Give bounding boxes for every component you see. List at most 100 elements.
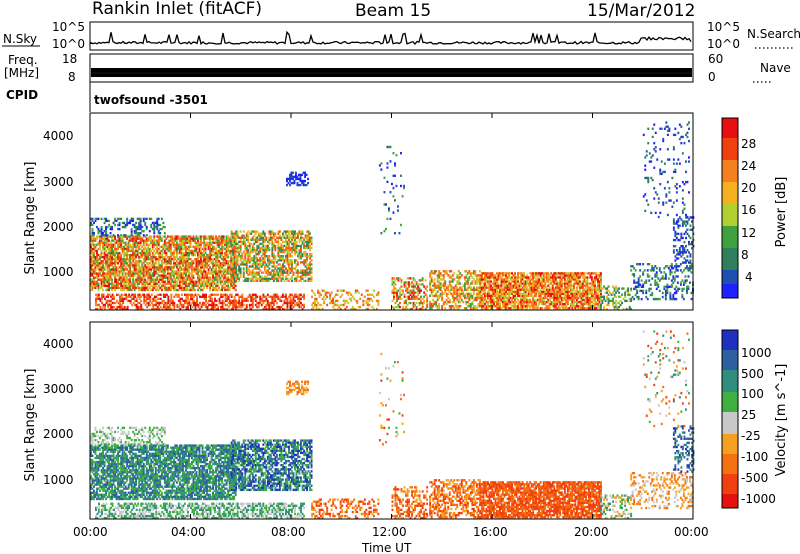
range-gate-cell: [114, 258, 117, 261]
range-gate-cell: [111, 245, 114, 249]
range-gate-cell: [153, 221, 156, 225]
range-gate-cell: [111, 260, 114, 263]
range-gate-cell: [209, 293, 212, 296]
range-gate-cell: [189, 288, 192, 292]
range-gate-cell: [185, 270, 187, 273]
range-gate-cell: [532, 280, 535, 283]
range-gate-cell: [301, 273, 304, 276]
range-gate-cell: [157, 274, 160, 277]
range-gate-cell: [307, 265, 310, 268]
range-gate-cell: [191, 276, 193, 279]
range-gate-cell: [547, 276, 550, 279]
range-gate-cell: [169, 258, 172, 261]
range-gate-cell: [202, 301, 205, 305]
range-gate-cell: [97, 253, 100, 257]
range-gate-cell: [156, 217, 159, 221]
range-gate-cell: [254, 236, 257, 239]
range-gate-cell: [256, 267, 259, 270]
range-gate-cell: [523, 302, 526, 306]
range-gate-cell: [183, 239, 186, 242]
range-gate-cell: [154, 247, 157, 251]
range-gate-cell: [159, 258, 162, 261]
range-gate-cell: [282, 307, 284, 311]
range-gate-cell: [254, 255, 257, 258]
range-gate-cell: [160, 217, 163, 221]
range-gate-cell: [106, 225, 109, 229]
range-gate-cell: [518, 292, 521, 296]
range-gate-cell: [487, 300, 489, 304]
range-gate-cell: [198, 243, 201, 246]
range-gate-cell: [506, 300, 509, 304]
range-gate-cell: [520, 302, 523, 306]
range-gate-cell: [295, 263, 298, 266]
range-gate-cell: [136, 284, 139, 288]
range-gate-cell: [139, 278, 142, 281]
range-gate-cell: [111, 301, 114, 305]
range-gate-cell: [136, 225, 139, 229]
range-gate-cell: [545, 290, 548, 293]
range-gate-cell: [301, 295, 304, 298]
range-gate-cell: [266, 257, 269, 260]
range-gate-cell: [148, 243, 151, 246]
range-gate-cell: [130, 239, 133, 242]
range-gate-cell: [508, 298, 511, 302]
range-gate-cell: [253, 293, 256, 296]
range-gate-cell: [123, 307, 126, 311]
range-gate-cell: [529, 278, 532, 281]
range-gate-cell: [216, 243, 219, 246]
range-gate-cell: [478, 302, 481, 306]
range-gate-cell: [291, 261, 293, 264]
range-gate-cell: [260, 232, 263, 235]
range-gate-cell: [484, 280, 486, 283]
range-gate-cell: [173, 303, 176, 307]
range-gate-cell: [213, 288, 216, 292]
range-gate-cell: [250, 242, 253, 246]
range-gate-cell: [192, 286, 195, 290]
range-gate-cell: [230, 230, 233, 233]
range-gate-cell: [96, 284, 98, 288]
range-gate-cell: [159, 274, 162, 277]
range-gate-cell: [245, 248, 248, 252]
range-gate-cell: [480, 305, 483, 308]
range-gate-cell: [272, 303, 275, 307]
range-gate-cell: [109, 260, 112, 263]
range-gate-cell: [150, 288, 153, 292]
range-gate-cell: [459, 286, 462, 289]
range-gate-cell: [212, 288, 215, 292]
range-gate-cell: [397, 295, 400, 298]
range-gate-cell: [91, 251, 94, 255]
range-gate-cell: [402, 289, 405, 292]
range-gate-cell: [203, 270, 206, 273]
range-gate-cell: [197, 288, 199, 292]
range-gate-cell: [136, 253, 139, 257]
range-gate-cell: [472, 292, 475, 296]
range-gate-cell: [285, 297, 287, 301]
range-gate-cell: [135, 272, 138, 275]
range-gate-cell: [230, 282, 233, 285]
range-gate-cell: [180, 241, 183, 244]
range-gate-cell: [96, 264, 98, 267]
range-gate-cell: [282, 246, 284, 250]
range-gate-cell: [227, 237, 230, 240]
range-gate-cell: [131, 297, 134, 301]
range-gate-cell: [429, 307, 432, 310]
range-gate-cell: [102, 264, 105, 267]
range-gate-cell: [405, 287, 408, 290]
range-gate-cell: [216, 253, 219, 257]
range-gate-cell: [133, 223, 136, 227]
range-gate-cell: [402, 307, 405, 311]
range-gate-cell: [130, 227, 133, 231]
range-gate-cell: [224, 276, 227, 279]
range-gate-cell: [157, 232, 160, 235]
range-gate-cell: [199, 307, 201, 311]
range-gate-cell: [195, 258, 198, 261]
range-gate-cell: [185, 266, 187, 269]
range-gate-cell: [207, 264, 210, 267]
range-gate-cell: [228, 249, 231, 253]
range-gate-cell: [121, 237, 124, 240]
range-gate-cell: [521, 300, 524, 304]
range-gate-cell: [547, 294, 550, 298]
range-gate-cell: [200, 245, 202, 249]
range-gate-cell: [226, 307, 229, 311]
range-gate-cell: [111, 288, 114, 292]
